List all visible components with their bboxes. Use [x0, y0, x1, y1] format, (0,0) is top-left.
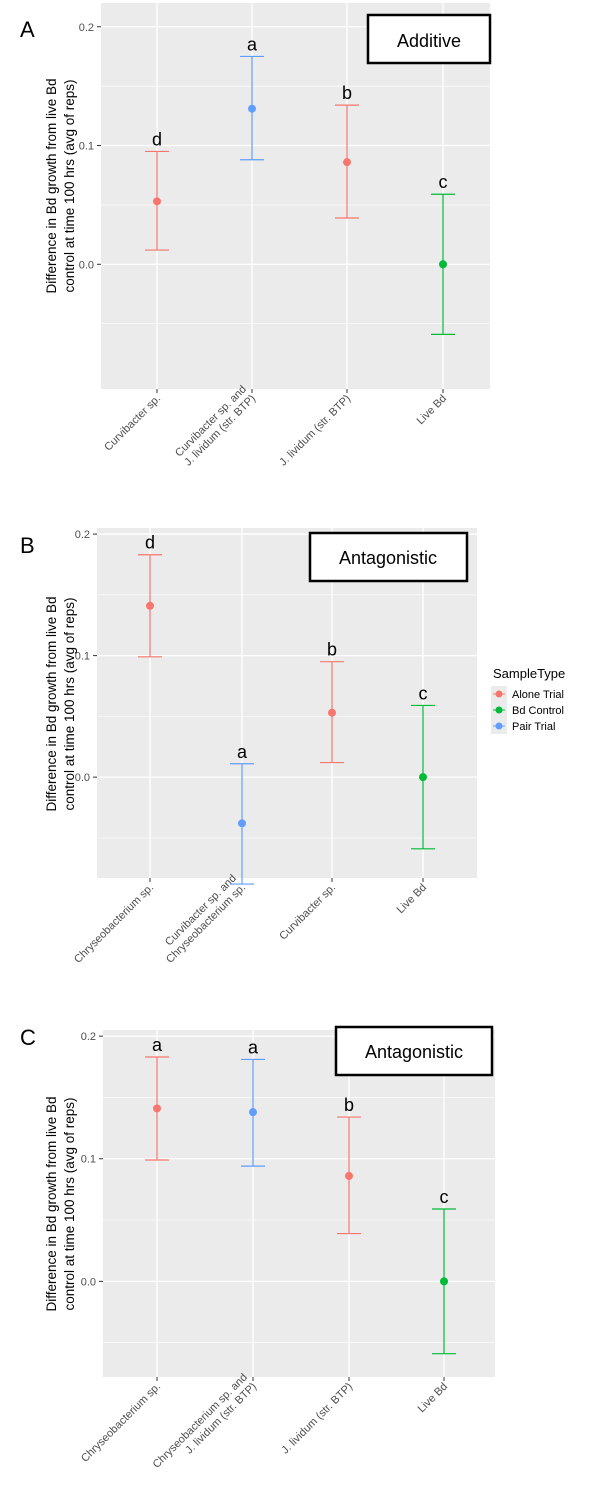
plot-background	[97, 528, 477, 878]
data-point	[153, 197, 161, 206]
y-tick-label: 0.2	[75, 529, 90, 541]
significance-letter: b	[327, 640, 337, 660]
data-point	[238, 819, 246, 828]
x-tick-label-line: Chryseobacterium sp.	[79, 1381, 163, 1465]
legend-label: Bd Control	[512, 705, 564, 717]
chart-panel-a: 0.0 0.1 0.2 Curvibacter sp. Curvibacter sp. …	[20, 3, 492, 469]
x-tick-label: Curvibacter sp.	[277, 882, 338, 943]
y-tick-label: 0.1	[75, 651, 90, 663]
legend-label: Pair Trial	[512, 721, 555, 733]
x-tick-label: Live Bd	[395, 882, 429, 916]
x-tick-label-line: J. lividum (str. BTP)	[279, 1381, 355, 1457]
panel-letter: A	[20, 17, 35, 42]
y-axis-title-line: Difference in Bd growth from live Bd	[44, 78, 59, 293]
interaction-label: Additive	[397, 31, 461, 51]
x-tick-label: J. lividum (str. BTP)	[277, 393, 353, 469]
data-point	[328, 708, 336, 717]
x-tick-label: J. lividum (str. BTP)	[279, 1381, 355, 1457]
data-point	[439, 260, 447, 269]
x-tick-label-line: Live Bd	[416, 1381, 450, 1415]
chart-panel-c: 0.0 0.1 0.2 Chryseobacterium sp.Chryseobact…	[20, 1025, 495, 1471]
y-axis-title: Difference in Bd growth from live Bd cont…	[44, 78, 77, 293]
interaction-label-box	[308, 531, 469, 583]
significance-letter: a	[247, 34, 258, 54]
legend-item: Pair Trial	[491, 718, 555, 734]
y-tick-label: 0.2	[81, 1031, 96, 1043]
significance-letter: a	[248, 1037, 259, 1057]
y-tick-label: 0.2	[79, 22, 94, 34]
legend-title: SampleType	[493, 666, 565, 681]
y-tick-label: 0.0	[75, 772, 90, 784]
plot-background	[101, 3, 490, 389]
y-tick-label: 0.1	[79, 141, 94, 153]
x-tick-label-line: Curvibacter sp.	[277, 882, 338, 943]
y-axis-title-line: control at time 100 hrs (avg of reps)	[62, 1097, 77, 1310]
data-point	[153, 1104, 161, 1113]
y-axis-title: Difference in Bd growth from live Bd cont…	[44, 596, 77, 811]
significance-letter: a	[237, 742, 248, 762]
y-axis-title-line: Difference in Bd growth from live Bd	[44, 596, 59, 811]
y-axis-title: Difference in Bd growth from live Bd cont…	[44, 1096, 77, 1311]
legend: SampleType Alone Trial Bd Control Pair Tria…	[491, 666, 565, 734]
data-point	[249, 1108, 257, 1117]
data-point	[343, 158, 351, 167]
panel-letter: B	[20, 533, 35, 558]
x-tick-label: Chryseobacterium sp.	[79, 1381, 163, 1465]
legend-label: Alone Trial	[512, 689, 564, 701]
data-point	[440, 1277, 448, 1286]
y-tick-label: 0.0	[79, 259, 94, 271]
significance-letter: b	[342, 83, 352, 103]
x-tick-label: Live Bd	[415, 393, 449, 427]
legend-item: Alone Trial	[491, 686, 564, 702]
x-tick-label: Chryseobacterium sp.	[72, 882, 156, 966]
data-point	[248, 104, 256, 113]
y-axis-title-line: control at time 100 hrs (avg of reps)	[62, 79, 77, 292]
panel-letter: C	[20, 1025, 36, 1050]
x-tick-label-line: Chryseobacterium sp. and	[151, 1371, 250, 1470]
legend-item: Bd Control	[491, 702, 564, 718]
interaction-label-box	[366, 13, 492, 65]
x-tick-label: Curvibacter sp.	[102, 393, 163, 454]
interaction-label: Antagonistic	[365, 1042, 463, 1062]
significance-letter: b	[344, 1095, 354, 1115]
significance-letter: d	[152, 129, 162, 149]
x-tick-label-line: Curvibacter sp.	[102, 393, 163, 454]
significance-letter: c	[419, 683, 428, 703]
x-tick-label-line: Live Bd	[395, 882, 429, 916]
significance-letter: a	[152, 1035, 163, 1055]
data-point	[419, 773, 427, 782]
x-tick-label-line: J. lividum (str. BTP)	[277, 393, 353, 469]
significance-letter: d	[145, 533, 155, 553]
interaction-label: Antagonistic	[339, 548, 437, 568]
significance-letter: c	[440, 1187, 449, 1207]
x-tick-label: Live Bd	[416, 1381, 450, 1415]
y-axis-title-line: Difference in Bd growth from live Bd	[44, 1096, 59, 1311]
y-tick-label: 0.0	[81, 1276, 96, 1288]
plot-background	[103, 1030, 495, 1377]
x-tick-label-line: Chryseobacterium sp.	[72, 882, 156, 966]
y-axis-title-line: control at time 100 hrs (avg of reps)	[62, 597, 77, 810]
significance-letter: c	[439, 172, 448, 192]
data-point	[345, 1171, 353, 1180]
y-tick-label: 0.1	[81, 1154, 96, 1166]
data-point	[146, 601, 154, 610]
interaction-label-box	[334, 1025, 494, 1077]
x-tick-label-line: Chryseobacterium sp.	[164, 882, 248, 966]
x-tick-label-line: Live Bd	[415, 393, 449, 427]
